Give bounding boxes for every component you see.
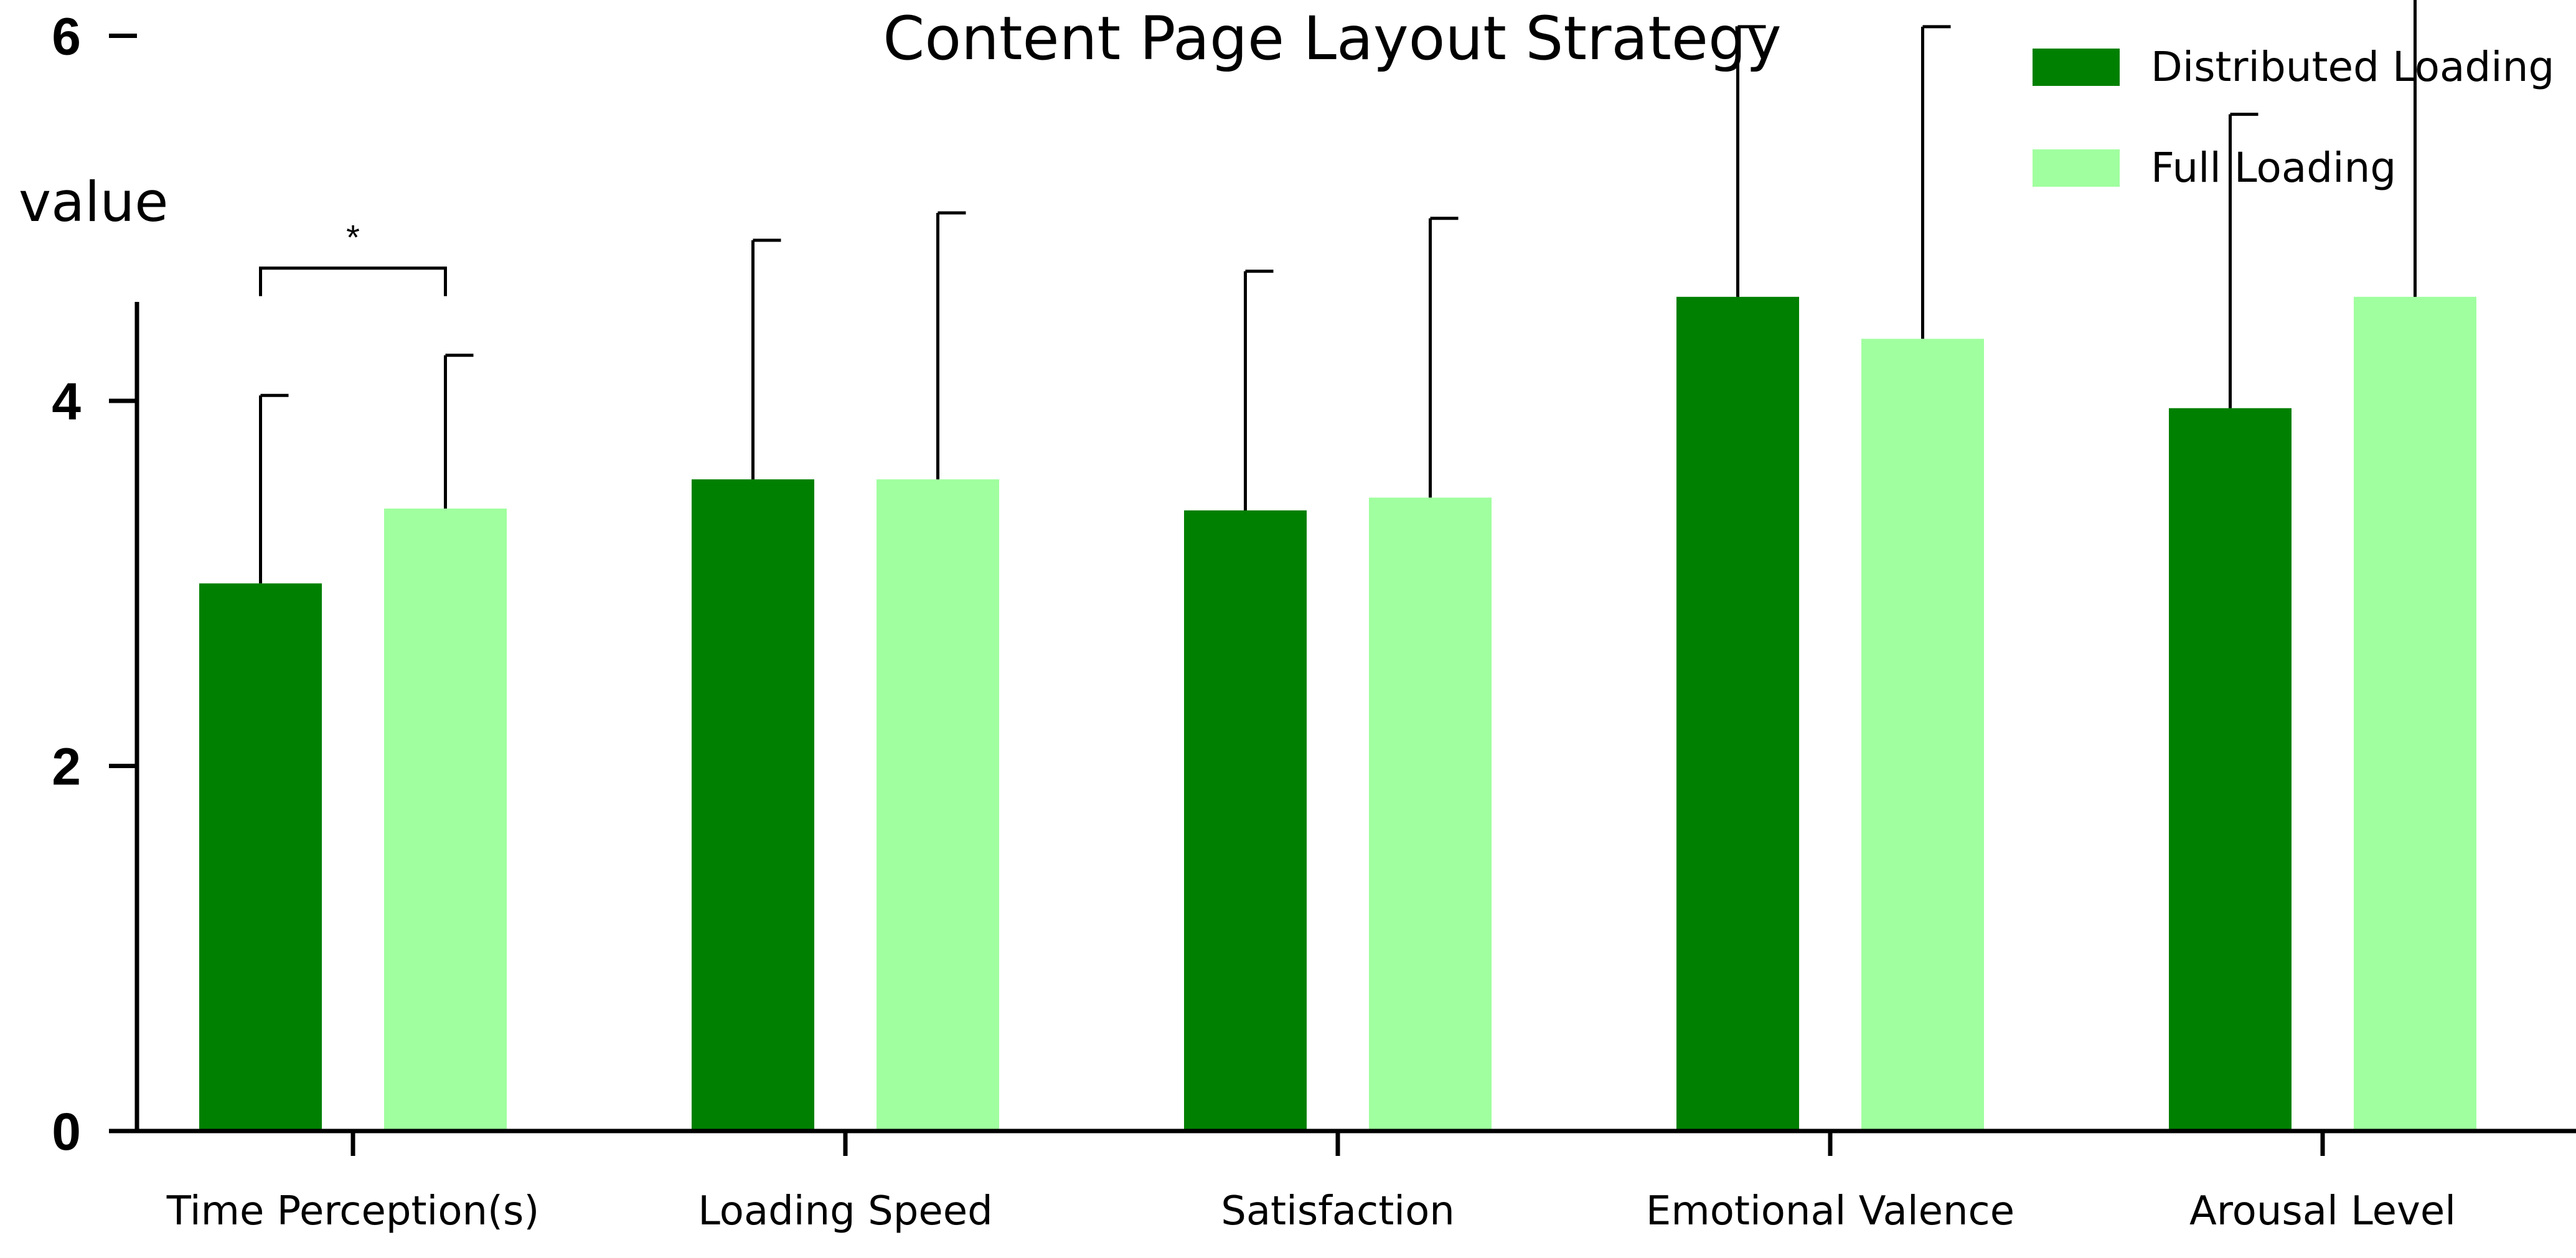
legend-swatch-full xyxy=(2033,149,2120,187)
y-tick-label-3: 6 xyxy=(52,7,81,66)
chart-title: Content Page Layout Strategy xyxy=(883,4,1781,73)
legend-label-full: Full Loading xyxy=(2151,144,2396,192)
bars-group xyxy=(199,296,2476,1132)
y-tick-label-1: 2 xyxy=(52,738,81,796)
legend: Distributed Loading Full Loading xyxy=(2033,43,2554,192)
bar-distributed-1 xyxy=(692,479,814,1132)
x-tick-label-4: Arousal Level xyxy=(2189,1188,2456,1234)
bar-distributed-3 xyxy=(1676,296,1799,1131)
bar-full-0 xyxy=(384,509,507,1131)
bar-distributed-4 xyxy=(2169,408,2292,1131)
x-tick-label-1: Loading Speed xyxy=(698,1188,992,1234)
significance-group: ** xyxy=(259,218,447,296)
error-bars-group xyxy=(259,0,2417,584)
bar-full-4 xyxy=(2354,296,2476,1131)
legend-swatch-distributed xyxy=(2033,49,2120,86)
x-tick-label-0: Time Perception(s) xyxy=(166,1188,540,1234)
bar-distributed-0 xyxy=(199,583,322,1131)
y-axis-label: value xyxy=(19,170,168,234)
significance-label-0: * xyxy=(346,218,360,257)
bar-full-2 xyxy=(1369,497,1492,1131)
x-tick-label-3: Emotional Valence xyxy=(1646,1188,2014,1234)
y-tick-label-2: 4 xyxy=(52,372,81,431)
y-tick-label-0: 0 xyxy=(52,1102,81,1161)
bar-distributed-2 xyxy=(1184,510,1307,1131)
bar-full-3 xyxy=(1861,339,1984,1132)
x-tick-label-2: Satisfaction xyxy=(1221,1188,1455,1234)
legend-label-distributed: Distributed Loading xyxy=(2151,43,2554,91)
significance-bracket-0 xyxy=(259,266,447,296)
axes-group: 02468Time Perception(s)Loading SpeedSati… xyxy=(52,7,2576,1234)
bar-full-1 xyxy=(877,479,999,1132)
